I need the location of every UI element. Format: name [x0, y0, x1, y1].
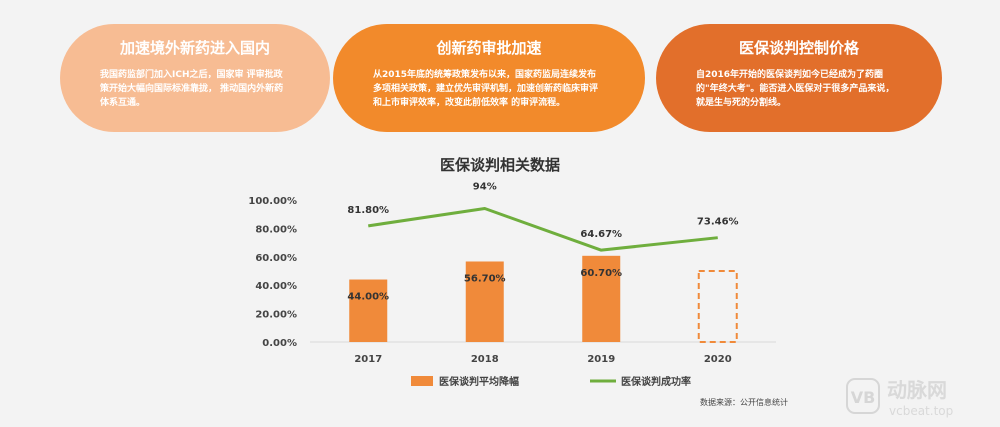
bar — [582, 255, 621, 342]
card-innovative-drugs: 创新药审批加速 从2015年底的统筹政策发布以来，国家药监局连续发布多项相关政策… — [333, 24, 645, 132]
chart-title: 医保谈判相关数据 — [439, 156, 560, 174]
card-overseas-drugs: 加速境外新药进入国内 我国药监部门加入ICH之后，国家审 评审批政策开始大幅向国… — [60, 24, 330, 132]
card-title: 加速境外新药进入国内 — [119, 39, 270, 57]
card-text: 自2016年开始的医保谈判如今已经成为了药圈的"年终大考"。能否进入医保对于很多… — [696, 70, 895, 108]
card-title: 创新药审批加速 — [436, 39, 542, 57]
bar-data-label: 56.70% — [464, 273, 506, 284]
y-tick-label: 20.00% — [255, 310, 297, 321]
card-title: 医保谈判控制价格 — [738, 39, 859, 57]
line-data-label: 94% — [473, 182, 497, 193]
y-tick-label: 40.00% — [255, 281, 297, 292]
card-insurance-negotiation: 医保谈判控制价格 自2016年开始的医保谈判如今已经成为了药圈的"年终大考"。能… — [656, 24, 942, 132]
y-tick-label: 100.00% — [248, 196, 297, 207]
bar — [465, 261, 504, 342]
x-tick-label: 2020 — [704, 354, 732, 365]
x-tick-label: 2018 — [471, 354, 499, 365]
line-data-label: 73.46% — [697, 217, 739, 228]
bar — [349, 279, 388, 342]
bar-data-label: 44.00% — [347, 292, 389, 303]
bar-placeholder — [697, 270, 738, 343]
card-text: 从2015年底的统筹政策发布以来，国家药监局连续发布多项相关政策，建立优先审评机… — [373, 70, 599, 108]
svg-text:vcbeat.top: vcbeat.top — [889, 404, 953, 418]
y-tick-label: 0.00% — [262, 338, 297, 349]
legend-line-label: 医保谈判成功率 — [621, 375, 691, 388]
line-data-label: 81.80% — [347, 205, 389, 216]
line-data-label: 64.67% — [580, 229, 622, 240]
legend-bar-label: 医保谈判平均降幅 — [439, 375, 519, 388]
bar-data-label: 60.70% — [580, 268, 622, 279]
x-tick-label: 2019 — [587, 354, 615, 365]
y-tick-label: 60.00% — [255, 253, 297, 264]
legend-bar-swatch — [411, 376, 433, 386]
success-rate-line — [368, 207, 718, 252]
data-source: 数据来源：公开信息统计 — [700, 398, 788, 407]
y-tick-label: 80.00% — [255, 224, 297, 235]
svg-text:VB: VB — [851, 388, 876, 407]
card-text: 我国药监部门加入ICH之后，国家审 评审批政策开始大幅向国际标准靠拢， 推动国内… — [100, 70, 284, 108]
svg-text:动脉网: 动脉网 — [887, 378, 947, 402]
vcbeat-logo: VB 动脉网 vcbeat.top — [846, 378, 953, 418]
x-tick-label: 2017 — [354, 354, 382, 365]
